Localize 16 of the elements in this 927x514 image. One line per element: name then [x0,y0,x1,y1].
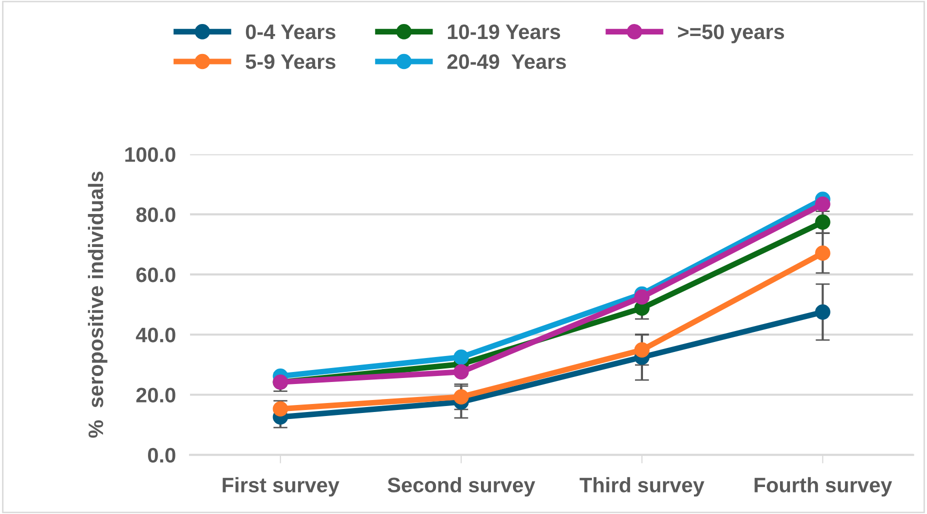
x-tick-label: First survey [222,477,340,497]
y-tick-label: 20.0 [136,388,176,403]
legend-label: 5-9 Years [246,54,336,70]
x-tick-label: Third survey [580,477,704,497]
y-axis-title: % seropositive individuals [88,172,108,438]
legend-label: 0-4 Years [246,24,336,40]
y-tick-label: 40.0 [136,328,176,342]
legend-label: 20-49 Years [447,54,566,70]
y-tick-label: 60.0 [136,267,176,282]
y-tick-label: 100.0 [125,147,176,162]
x-tick-label: Fourth survey [754,477,892,497]
x-tick-label: Second survey [388,477,536,497]
legend-label: 10-19 Years [448,24,560,40]
y-tick-label: 0.0 [148,448,176,463]
y-tick-label: 80.0 [136,207,176,222]
legend-label: >=50 years [678,24,784,44]
